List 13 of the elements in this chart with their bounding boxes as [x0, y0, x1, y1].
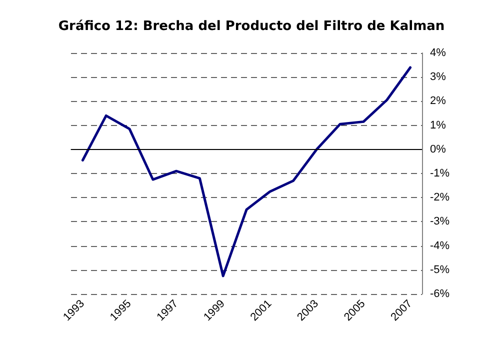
y-tick-label: -3%	[430, 216, 450, 228]
y-tick-label: -2%	[430, 192, 450, 204]
y-tick-label: -6%	[430, 288, 450, 300]
line-series	[81, 66, 412, 278]
y-tick-label: -4%	[430, 240, 450, 252]
y-tick-label: 4%	[430, 47, 446, 59]
chart-title: Gráfico 12: Brecha del Producto del Filtro de Kalman	[58, 19, 445, 34]
y-tick-label: 1%	[430, 119, 446, 132]
y-tick-label: 2%	[430, 95, 446, 108]
y-tick-label: 3%	[430, 71, 446, 84]
y-tick-label: -1%	[430, 168, 450, 180]
y-tick-label: -5%	[430, 264, 450, 276]
y-tick-label: 0%	[430, 143, 446, 156]
